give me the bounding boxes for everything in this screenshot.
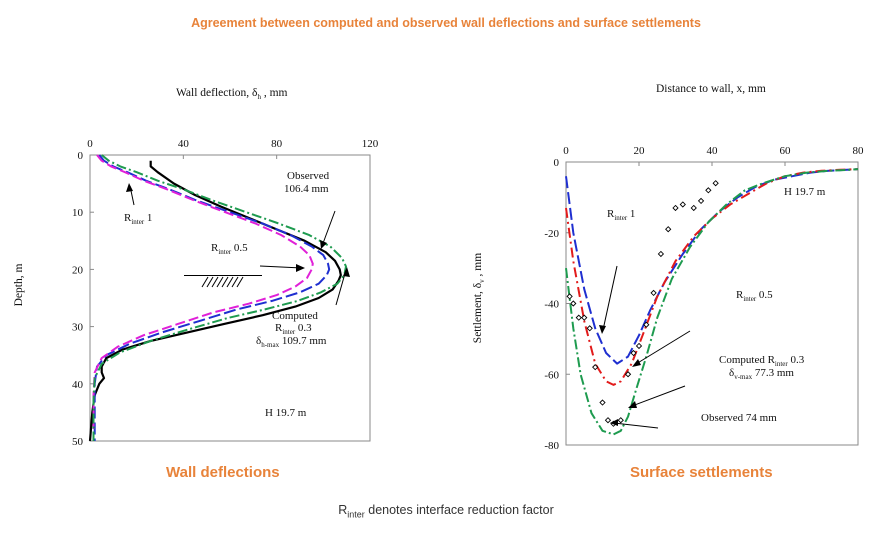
excavation-hatch xyxy=(201,276,244,288)
surface-settlement-chart-ytick-label: -80 xyxy=(544,440,559,452)
settle-observed-point xyxy=(630,349,637,357)
surface-settlement-chart-xtick-label: 60 xyxy=(780,145,792,157)
surface-settlement-chart-series-r1 xyxy=(565,168,859,365)
footnote: Rinter denotes interface reduction facto… xyxy=(338,503,554,520)
wall-deflection-chart-series-r1 xyxy=(93,154,331,441)
settle-observed-point xyxy=(657,250,665,258)
settle-observed-point xyxy=(705,187,712,194)
settle-observed-point xyxy=(575,314,582,321)
wall-deflection-chart-frame xyxy=(89,154,371,442)
wall-chart-title: Wall deflection, δh , mm xyxy=(176,87,288,101)
settle-observed-point xyxy=(599,399,606,406)
settle-chart-caption: Surface settlements xyxy=(630,464,773,481)
wall-r05-arrow xyxy=(259,265,303,269)
settle-observed-arrowhead xyxy=(610,419,618,426)
settle-observed-point xyxy=(697,197,705,205)
wall-deflection-chart-xtick-label: 0 xyxy=(87,138,93,150)
settle-observed-point xyxy=(566,293,573,300)
settle-observed-label: Observed 74 mm xyxy=(701,412,777,424)
wall-computed-d-label: δh-max 109.7 mm xyxy=(256,335,327,349)
wall-r05-label: Rinter 0.5 xyxy=(211,242,248,256)
surface-settlement-chart: Distance to wall, x, mm Settlement, δv ,… xyxy=(472,83,864,452)
settle-observed-point xyxy=(643,321,650,328)
wall-observed-label: Observed xyxy=(287,170,330,182)
settle-observed-point xyxy=(604,417,612,424)
wall-computed-r-label: Rinter 0.3 xyxy=(275,322,312,336)
surface-settlement-chart-ytick-label: -60 xyxy=(544,369,559,381)
wall-observed-arrowhead xyxy=(320,240,327,249)
wall-deflection-chart-series-r05_wall xyxy=(92,154,314,441)
wall-deflection-chart-ytick-label: 20 xyxy=(72,264,84,276)
settle-r1-arrow xyxy=(602,265,618,331)
wall-computed-label: Computed xyxy=(272,310,318,322)
settle-observed-point xyxy=(665,226,672,233)
wall-r05-arrowhead xyxy=(296,264,305,272)
settle-observed-point xyxy=(635,342,643,350)
settle-observed-point xyxy=(586,325,593,332)
settle-observed-point xyxy=(712,180,719,187)
wall-deflection-chart-xtick-label: 120 xyxy=(362,138,379,150)
settle-computed-arrow xyxy=(631,385,686,407)
wall-excavation-label: H 19.7 m xyxy=(265,407,307,419)
wall-observed-value: 106.4 mm xyxy=(284,183,329,195)
wall-deflection-chart-ytick-label: 50 xyxy=(72,436,84,448)
settle-observed-point xyxy=(581,314,588,321)
surface-settlement-chart-xtick-label: 20 xyxy=(634,145,646,157)
wall-deflection-chart-ytick-label: 10 xyxy=(72,207,84,219)
settle-observed-point xyxy=(624,371,632,378)
settle-r05-arrow xyxy=(635,330,691,365)
settle-r05-label: Rinter 0.5 xyxy=(736,289,773,303)
wall-deflection-chart-ytick-label: 30 xyxy=(72,322,84,334)
wall-deflection-chart-ytick-label: 40 xyxy=(72,379,84,391)
surface-settlement-chart-ytick-label: -40 xyxy=(544,299,559,311)
settle-observed-point xyxy=(679,201,686,208)
surface-settlement-chart-xtick-label: 40 xyxy=(707,145,719,157)
wall-r1-arrowhead xyxy=(126,183,133,192)
settle-computed-arrowhead xyxy=(628,401,637,408)
settle-r05-arrowhead xyxy=(632,359,641,367)
wall-chart-caption: Wall deflections xyxy=(166,464,280,481)
wall-deflection-chart-series-observed xyxy=(88,160,342,442)
settle-r1-arrowhead xyxy=(599,325,606,334)
surface-settlement-chart-ytick-label: 0 xyxy=(554,157,560,169)
wall-r1-label: Rinter 1 xyxy=(124,212,152,226)
surface-settlement-chart-frame xyxy=(565,161,859,446)
wall-computed-arrowhead xyxy=(343,267,350,277)
wall-deflection-chart: Wall deflection, δh , mm Depth, m 0 40 80 1… xyxy=(13,87,379,448)
settle-observed-point xyxy=(650,289,657,297)
settle-observed-point xyxy=(690,204,697,212)
surface-settlement-chart-series-r03 xyxy=(565,168,859,436)
page-title: Agreement between computed and observed … xyxy=(191,16,701,30)
settle-observed-point xyxy=(592,364,599,371)
settle-chart-title: Distance to wall, x, mm xyxy=(656,83,766,95)
wall-deflection-chart-ytick-label: 0 xyxy=(78,150,84,162)
settle-r1-label: Rinter 1 xyxy=(607,208,635,222)
surface-settlement-chart-xtick-label: 0 xyxy=(563,145,569,157)
settle-observed-point xyxy=(570,300,577,307)
surface-settlement-chart-xtick-label: 80 xyxy=(853,145,865,157)
settle-observed-point xyxy=(672,204,679,212)
wall-deflection-chart-xtick-label: 80 xyxy=(271,138,283,150)
surface-settlement-chart-ytick-label: -20 xyxy=(544,228,559,240)
settle-excavation-label: H 19.7 m xyxy=(784,186,826,198)
settle-chart-ylabel: Settlement, δv , mm xyxy=(472,253,486,343)
wall-chart-ylabel: Depth, m xyxy=(13,264,25,307)
settle-observed-arrow xyxy=(613,422,659,429)
surface-settlement-chart-series-r05 xyxy=(565,168,859,386)
wall-deflection-chart-xtick-label: 40 xyxy=(178,138,190,150)
wall-observed-arrow xyxy=(321,210,336,247)
settle-computed-label: Computed Rinter 0.3 xyxy=(719,354,805,368)
settle-computed-d-label: δv-max 77.3 mm xyxy=(729,367,794,381)
settle-observed-point xyxy=(617,417,624,424)
wall-deflection-chart-series-r03 xyxy=(92,154,347,441)
